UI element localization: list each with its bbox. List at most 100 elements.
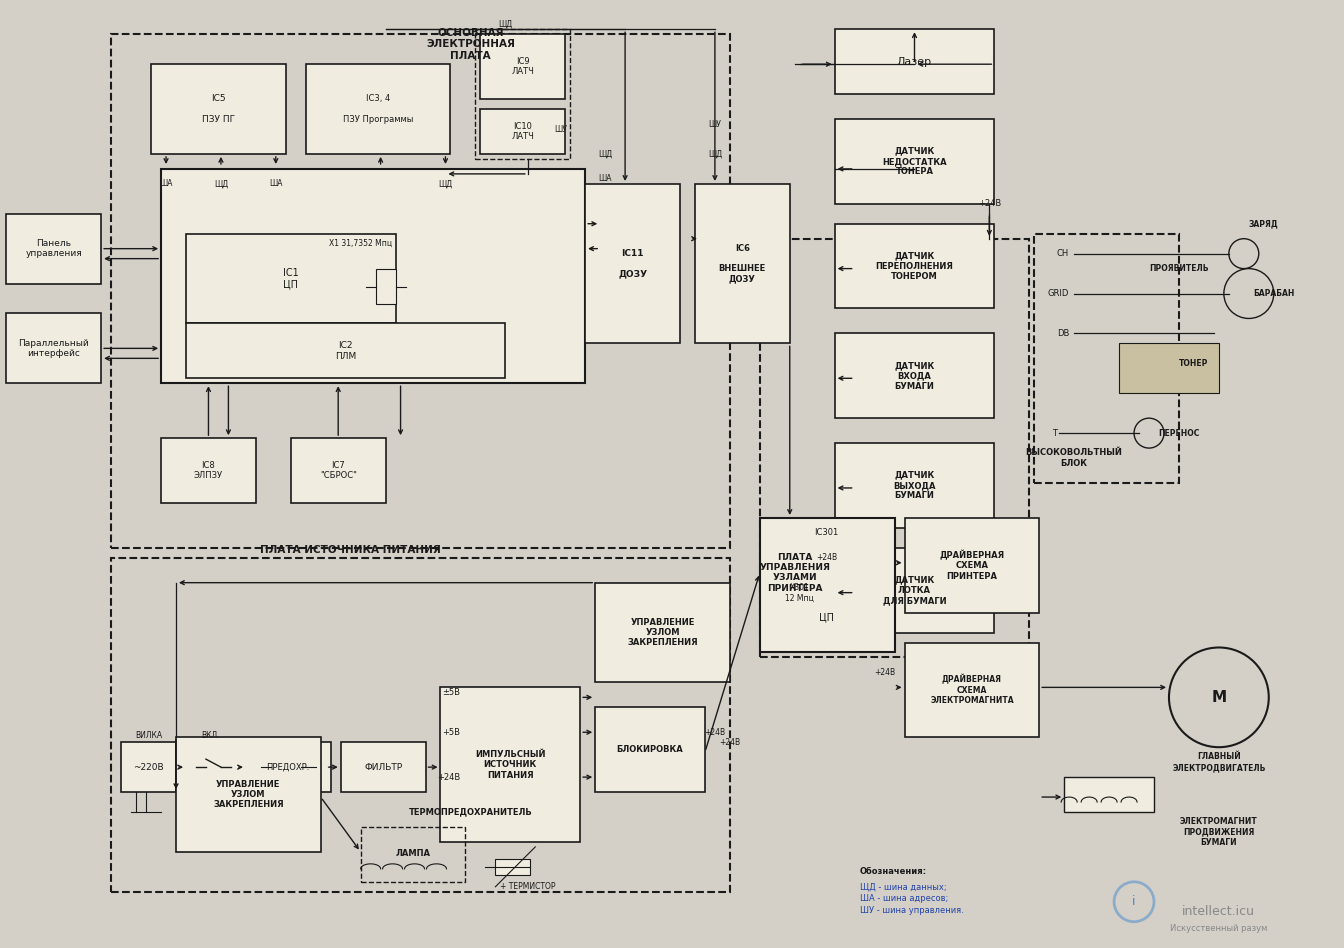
Text: Лазер: Лазер bbox=[896, 57, 931, 66]
Text: ДАТЧИК
ЛОТКА
ДЛЯ БУМАГИ: ДАТЧИК ЛОТКА ДЛЯ БУМАГИ bbox=[883, 575, 946, 605]
FancyBboxPatch shape bbox=[480, 34, 566, 100]
Text: ±5В: ±5В bbox=[442, 688, 461, 697]
Text: Обозначения:: Обозначения: bbox=[860, 867, 927, 876]
Text: ВИЛКА: ВИЛКА bbox=[134, 731, 163, 739]
Text: ПРОЯВИТЕЛЬ: ПРОЯВИТЕЛЬ bbox=[1149, 264, 1208, 273]
FancyBboxPatch shape bbox=[161, 169, 585, 383]
Text: GRID: GRID bbox=[1048, 289, 1070, 298]
Text: IC2
ПЛМ: IC2 ПЛМ bbox=[335, 341, 356, 360]
Text: ШУ: ШУ bbox=[708, 119, 722, 129]
FancyBboxPatch shape bbox=[121, 742, 176, 793]
Text: IC3, 4

ПЗУ Программы: IC3, 4 ПЗУ Программы bbox=[343, 94, 414, 124]
Text: ДАТЧИК
ВЫХОДА
БУМАГИ: ДАТЧИК ВЫХОДА БУМАГИ bbox=[894, 470, 935, 501]
Text: ША: ША bbox=[160, 179, 173, 189]
FancyBboxPatch shape bbox=[905, 518, 1039, 612]
Text: X301
12 Мпц: X301 12 Мпц bbox=[785, 583, 814, 602]
Text: ДАТЧИК
ПЕРЕПОЛНЕНИЯ
ТОНЕРОМ: ДАТЧИК ПЕРЕПОЛНЕНИЯ ТОНЕРОМ bbox=[875, 251, 953, 281]
Text: ША: ША bbox=[598, 174, 612, 183]
Text: ЦП: ЦП bbox=[820, 612, 835, 623]
Text: IC1
ЦП: IC1 ЦП bbox=[284, 267, 298, 289]
Text: intellect.icu: intellect.icu bbox=[1183, 905, 1255, 919]
FancyBboxPatch shape bbox=[271, 759, 301, 775]
Text: IC9
ЛАТЧ: IC9 ЛАТЧ bbox=[511, 57, 535, 77]
Text: ША - шина адресов;: ША - шина адресов; bbox=[860, 894, 948, 903]
FancyBboxPatch shape bbox=[340, 742, 426, 793]
FancyBboxPatch shape bbox=[496, 859, 531, 875]
Text: IC5

ПЗУ ПГ: IC5 ПЗУ ПГ bbox=[202, 94, 235, 124]
Text: ПЛАТА ИСТОЧНИКА ПИТАНИЯ: ПЛАТА ИСТОЧНИКА ПИТАНИЯ bbox=[261, 545, 441, 555]
Text: IC11

ДОЗУ: IC11 ДОЗУ bbox=[618, 248, 648, 279]
FancyBboxPatch shape bbox=[185, 742, 237, 793]
FancyBboxPatch shape bbox=[905, 643, 1039, 738]
FancyBboxPatch shape bbox=[835, 548, 995, 632]
Text: ДРАЙВЕРНАЯ
СХЕМА
ЭЛЕКТРОМАГНИТА: ДРАЙВЕРНАЯ СХЕМА ЭЛЕКТРОМАГНИТА bbox=[930, 674, 1013, 705]
Text: ПЛАТА
УПРАВЛЕНИЯ
УЗЛАМИ
ПРИНТЕРА: ПЛАТА УПРАВЛЕНИЯ УЗЛАМИ ПРИНТЕРА bbox=[759, 553, 831, 592]
FancyBboxPatch shape bbox=[835, 334, 995, 418]
Text: ЩД - шина данных;: ЩД - шина данных; bbox=[860, 883, 946, 891]
FancyBboxPatch shape bbox=[835, 224, 995, 308]
Text: +24В: +24В bbox=[977, 199, 1001, 209]
Text: IC301: IC301 bbox=[814, 528, 839, 538]
Text: СН: СН bbox=[1056, 249, 1070, 258]
Text: ДРАЙВЕРНАЯ
СХЕМА
ПРИНТЕРА: ДРАЙВЕРНАЯ СХЕМА ПРИНТЕРА bbox=[939, 550, 1004, 581]
FancyBboxPatch shape bbox=[185, 323, 505, 378]
Text: ДАТЧИК
НЕДОСТАТКА
ТОНЕРА: ДАТЧИК НЕДОСТАТКА ТОНЕРА bbox=[882, 147, 946, 176]
Text: ~220В: ~220В bbox=[133, 762, 164, 772]
FancyBboxPatch shape bbox=[176, 738, 321, 852]
Text: ИМПУЛЬСНЫЙ
ИСТОЧНИК
ПИТАНИЯ: ИМПУЛЬСНЫЙ ИСТОЧНИК ПИТАНИЯ bbox=[474, 750, 546, 779]
Text: +5В: +5В bbox=[442, 728, 461, 737]
Text: DB: DB bbox=[1056, 329, 1070, 337]
Text: ПРЕДОХР.: ПРЕДОХР. bbox=[266, 762, 310, 772]
FancyBboxPatch shape bbox=[835, 119, 995, 204]
FancyBboxPatch shape bbox=[290, 438, 386, 503]
Text: +24В: +24В bbox=[437, 773, 461, 781]
Text: ДАТЧИК
ВХОДА
БУМАГИ: ДАТЧИК ВХОДА БУМАГИ bbox=[894, 361, 934, 391]
Text: ЩД: ЩД bbox=[499, 20, 512, 28]
Text: ТЕРМОПРЕДОХРАНИТЕЛЬ: ТЕРМОПРЕДОХРАНИТЕЛЬ bbox=[409, 808, 532, 816]
Text: Параллельный
интерфейс: Параллельный интерфейс bbox=[19, 338, 89, 358]
Text: М: М bbox=[1211, 690, 1227, 705]
Text: ЩД: ЩД bbox=[598, 150, 613, 158]
Text: ШУ - шина управления.: ШУ - шина управления. bbox=[860, 906, 964, 915]
FancyBboxPatch shape bbox=[480, 109, 566, 154]
FancyBboxPatch shape bbox=[759, 518, 895, 652]
FancyBboxPatch shape bbox=[375, 268, 395, 303]
FancyBboxPatch shape bbox=[695, 184, 790, 343]
Text: +24В: +24В bbox=[704, 728, 726, 737]
Text: +24В: +24В bbox=[874, 668, 895, 677]
Text: IC10
ЛАТЧ: IC10 ЛАТЧ bbox=[511, 121, 535, 141]
Text: +24В: +24В bbox=[719, 738, 741, 747]
Text: ВКЛ.: ВКЛ. bbox=[202, 731, 220, 739]
Text: БЛОКИРОВКА: БЛОКИРОВКА bbox=[617, 745, 683, 755]
FancyBboxPatch shape bbox=[185, 234, 395, 323]
Text: УПРАВЛЕНИЕ
УЗЛОМ
ЗАКРЕПЛЕНИЯ: УПРАВЛЕНИЕ УЗЛОМ ЗАКРЕПЛЕНИЯ bbox=[628, 618, 698, 647]
Text: IC6

ВНЕШНЕЕ
ДОЗУ: IC6 ВНЕШНЕЕ ДОЗУ bbox=[719, 244, 766, 283]
FancyBboxPatch shape bbox=[305, 64, 450, 154]
Text: T: T bbox=[1052, 428, 1056, 438]
Text: + ТЕРМИСТОР: + ТЕРМИСТОР bbox=[500, 883, 556, 891]
Text: ЭЛЕКТРОМАГНИТ
ПРОДВИЖЕНИЯ
БУМАГИ: ЭЛЕКТРОМАГНИТ ПРОДВИЖЕНИЯ БУМАГИ bbox=[1180, 817, 1258, 847]
Text: Искусственный разум: Искусственный разум bbox=[1171, 924, 1267, 933]
FancyBboxPatch shape bbox=[246, 742, 331, 793]
FancyBboxPatch shape bbox=[151, 64, 286, 154]
Text: УПРАВЛЕНИЕ
УЗЛОМ
ЗАКРЕПЛЕНИЯ: УПРАВЛЕНИЕ УЗЛОМ ЗАКРЕПЛЕНИЯ bbox=[214, 779, 284, 810]
FancyBboxPatch shape bbox=[835, 29, 995, 94]
Text: ЛАМПА: ЛАМПА bbox=[395, 849, 430, 858]
Text: ШУ: ШУ bbox=[554, 124, 567, 134]
FancyBboxPatch shape bbox=[595, 583, 730, 683]
Text: X1 31,7352 Мпц: X1 31,7352 Мпц bbox=[329, 239, 392, 248]
Text: ЩД: ЩД bbox=[708, 150, 722, 158]
Text: ША: ША bbox=[269, 179, 282, 189]
Text: ЩД: ЩД bbox=[214, 179, 228, 189]
Text: IC8
ЭЛПЗУ: IC8 ЭЛПЗУ bbox=[194, 461, 223, 481]
Text: i: i bbox=[1132, 895, 1136, 908]
Text: Панель
управления: Панель управления bbox=[26, 239, 82, 259]
Text: IC7
"СБРОС": IC7 "СБРОС" bbox=[320, 461, 356, 481]
Text: ЩД: ЩД bbox=[438, 179, 453, 189]
FancyBboxPatch shape bbox=[161, 438, 255, 503]
Text: ГЛАВНЫЙ
ЭЛЕКТРОДВИГАТЕЛЬ: ГЛАВНЫЙ ЭЛЕКТРОДВИГАТЕЛЬ bbox=[1172, 753, 1266, 772]
Text: ПЕРЕНОС: ПЕРЕНОС bbox=[1159, 428, 1200, 438]
Text: +24В: +24В bbox=[816, 554, 837, 562]
FancyBboxPatch shape bbox=[1120, 343, 1219, 393]
FancyBboxPatch shape bbox=[585, 184, 680, 343]
